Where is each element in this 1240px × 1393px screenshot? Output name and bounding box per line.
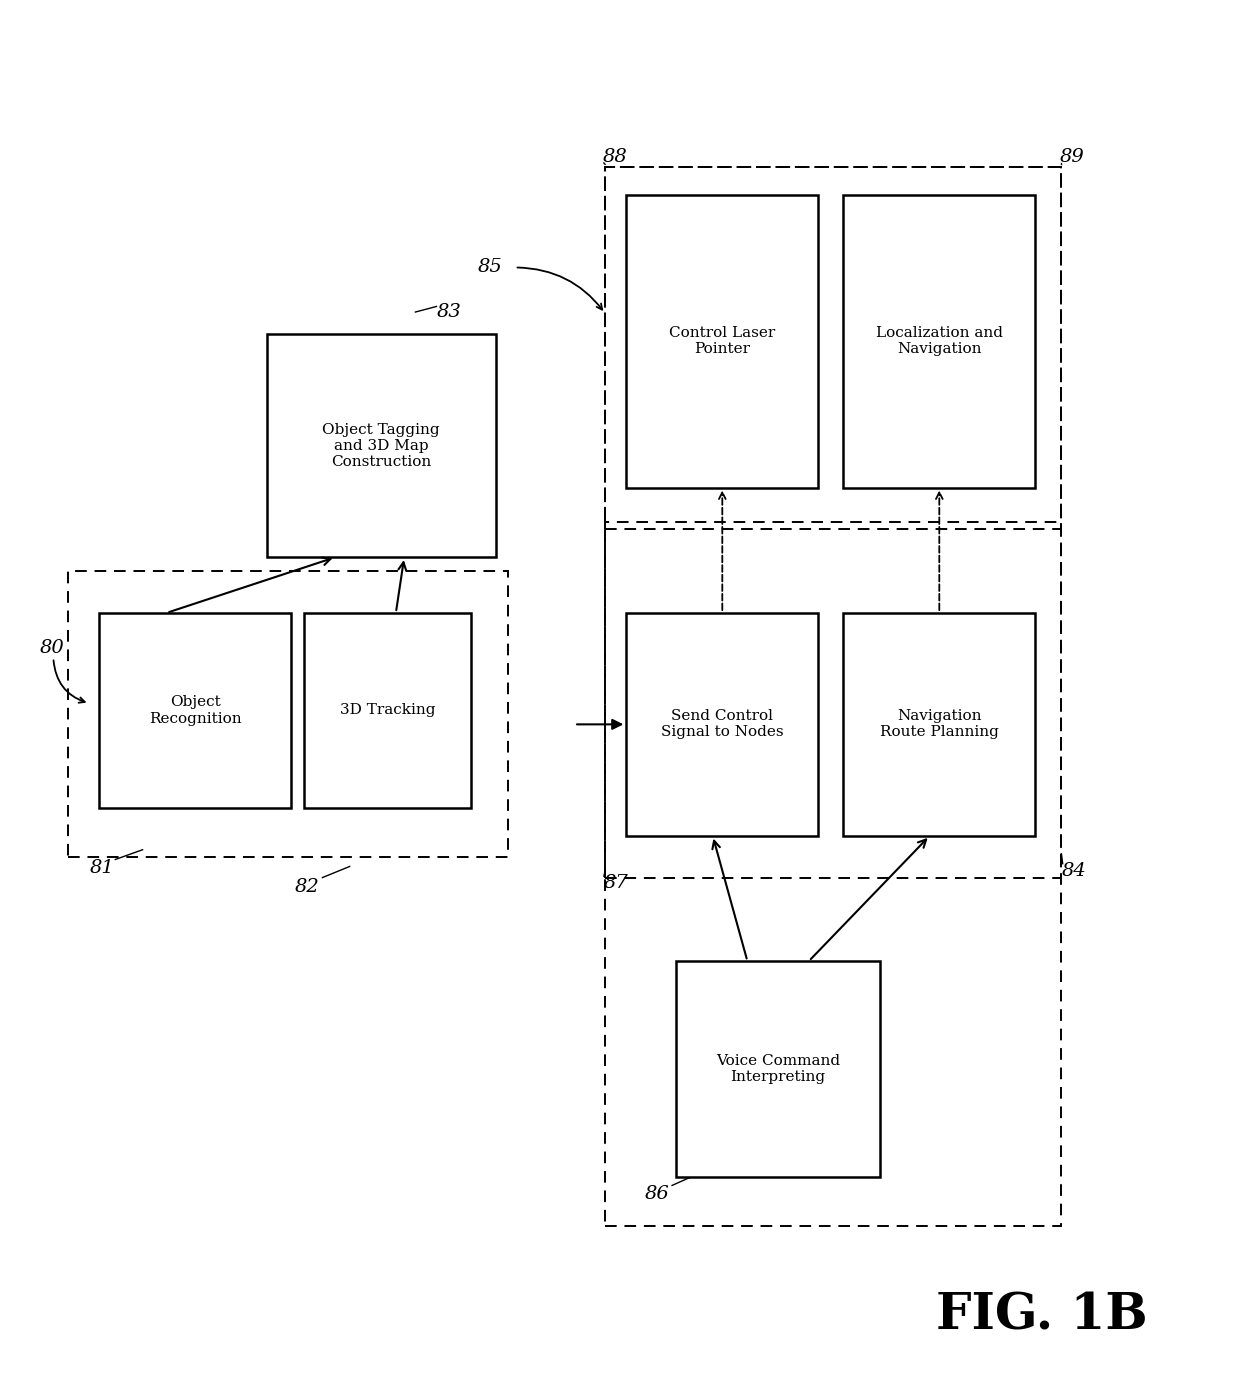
Bar [68, 571, 508, 857]
Bar [843, 195, 1035, 488]
Text: Send Control
Signal to Nodes: Send Control Signal to Nodes [661, 709, 784, 740]
Text: 87: 87 [604, 875, 629, 892]
Bar [605, 167, 1061, 529]
Bar [843, 613, 1035, 836]
Bar [99, 613, 291, 808]
Text: Voice Command
Interpreting: Voice Command Interpreting [715, 1055, 841, 1084]
Bar [626, 613, 818, 836]
Text: 81: 81 [89, 859, 114, 876]
Bar [267, 334, 496, 557]
Text: 83: 83 [436, 304, 461, 320]
Text: 88: 88 [603, 149, 627, 166]
Text: 84: 84 [1061, 862, 1086, 879]
Text: Object Tagging
and 3D Map
Construction: Object Tagging and 3D Map Construction [322, 422, 440, 469]
Text: Object
Recognition: Object Recognition [149, 695, 242, 726]
Bar [605, 522, 1061, 878]
Text: FIG. 1B: FIG. 1B [936, 1291, 1147, 1341]
Bar [676, 961, 880, 1177]
Bar [304, 613, 471, 808]
Text: 85: 85 [477, 259, 502, 276]
Text: Control Laser
Pointer: Control Laser Pointer [670, 326, 775, 357]
Bar [626, 195, 818, 488]
Text: 80: 80 [40, 639, 64, 656]
Text: Navigation
Route Planning: Navigation Route Planning [880, 709, 998, 740]
Text: Localization and
Navigation: Localization and Navigation [875, 326, 1003, 357]
Text: 86: 86 [645, 1185, 670, 1202]
Bar [605, 167, 1061, 1226]
Text: 89: 89 [1060, 149, 1085, 166]
Text: 3D Tracking: 3D Tracking [340, 703, 435, 717]
Text: 82: 82 [295, 879, 320, 896]
